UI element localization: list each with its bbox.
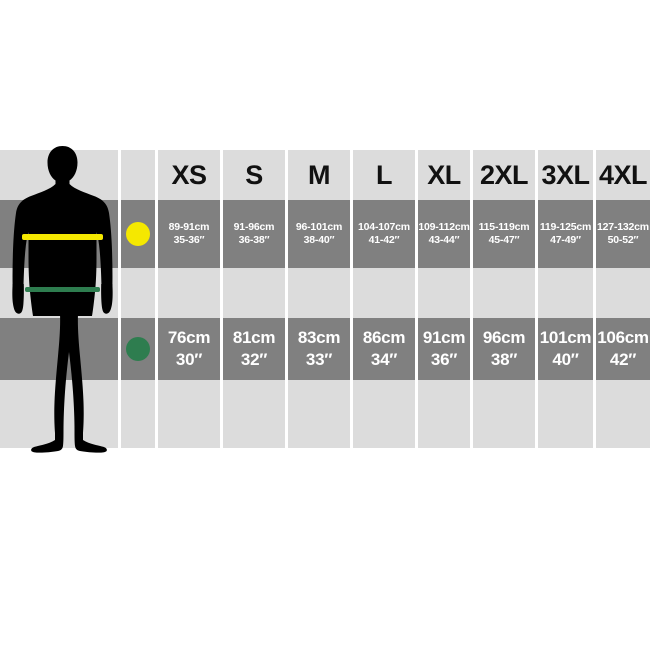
spacer-cell (353, 380, 415, 448)
spacer-cell (596, 380, 650, 448)
chest-cell-xs: 89-91cm 35-36″ (158, 200, 220, 268)
size-header-xs: XS (158, 150, 220, 200)
size-header-2xl: 2XL (473, 150, 535, 200)
chest-in: 50-52″ (607, 234, 639, 246)
chest-figure-cell (0, 200, 118, 268)
spacer-cell (473, 268, 535, 318)
size-header-label: M (308, 159, 331, 190)
chest-cell-2xl: 115-119cm 45-47″ (473, 200, 535, 268)
waist-cm: 96cm (482, 328, 526, 348)
size-header-label: XS (171, 159, 207, 190)
waist-cell-2xl: 96cm 38″ (473, 318, 535, 380)
spacer-figure-cell (0, 268, 118, 318)
waist-cm: 106cm (597, 328, 649, 348)
waist-cell-4xl: 106cm 42″ (596, 318, 650, 380)
size-header-label: 3XL (541, 159, 590, 190)
spacer-cell (223, 268, 285, 318)
spacer-figure-cell (0, 380, 118, 448)
waist-cell-l: 86cm 34″ (353, 318, 415, 380)
spacer-cell (538, 380, 593, 448)
chest-cell-3xl: 119-125cm 47-49″ (538, 200, 593, 268)
size-header-label: 4XL (598, 159, 648, 190)
header-icon-cell (121, 150, 155, 200)
green-dot-icon (126, 337, 150, 361)
chest-cm: 104-107cm (358, 220, 410, 233)
spacer-cell (418, 380, 470, 448)
waist-cm: 76cm (167, 328, 211, 348)
chest-in: 38-40″ (303, 234, 335, 246)
spacer-cell (158, 380, 220, 448)
size-header-label: S (245, 159, 263, 190)
chest-in: 36-38″ (238, 234, 270, 246)
waist-in: 34″ (370, 350, 398, 369)
size-header-row: XS S M L XL 2XL 3XL 4XL (0, 150, 650, 200)
chest-cm: 127-132cm (597, 220, 649, 233)
chest-marker-cell (121, 200, 155, 268)
waist-cell-xs: 76cm 30″ (158, 318, 220, 380)
chest-in: 41-42″ (368, 234, 400, 246)
spacer-row-middle (0, 268, 650, 318)
waist-in: 40″ (552, 350, 579, 369)
chest-cell-s: 91-96cm 36-38″ (223, 200, 285, 268)
spacer-cell (538, 268, 593, 318)
spacer-cell (418, 268, 470, 318)
waist-in: 30″ (175, 350, 203, 369)
size-header-l: L (353, 150, 415, 200)
waist-in: 36″ (430, 350, 458, 369)
waist-cm: 101cm (539, 328, 592, 348)
size-header-xl: XL (418, 150, 470, 200)
chest-in: 45-47″ (488, 234, 520, 246)
chest-cm: 119-125cm (539, 220, 592, 233)
spacer-icon-cell (121, 268, 155, 318)
chest-cm: 96-101cm (295, 220, 343, 233)
waist-in: 32″ (240, 350, 268, 369)
chest-cell-4xl: 127-132cm 50-52″ (596, 200, 650, 268)
size-header-m: M (288, 150, 350, 200)
waist-marker-cell (121, 318, 155, 380)
size-header-label: L (376, 159, 393, 190)
spacer-cell (223, 380, 285, 448)
chest-in: 47-49″ (550, 234, 581, 246)
spacer-cell (353, 268, 415, 318)
header-figure-cell (0, 150, 118, 200)
waist-figure-cell (0, 318, 118, 380)
chest-measurement-row: 89-91cm 35-36″ 91-96cm 36-38″ 96-101cm 38-4… (0, 200, 650, 268)
spacer-cell (473, 380, 535, 448)
waist-in: 33″ (305, 350, 333, 369)
yellow-dot-icon (126, 222, 150, 246)
chest-cm: 91-96cm (233, 220, 275, 233)
size-header-label: 2XL (479, 159, 529, 190)
chest-in: 43-44″ (428, 234, 460, 246)
spacer-cell (288, 268, 350, 318)
waist-cell-s: 81cm 32″ (223, 318, 285, 380)
waist-cell-xl: 91cm 36″ (418, 318, 470, 380)
size-header-s: S (223, 150, 285, 200)
waist-cm: 91cm (422, 328, 466, 348)
waist-cm: 83cm (297, 328, 341, 348)
chest-cm: 89-91cm (168, 220, 210, 233)
waist-measurement-row: 76cm 30″ 81cm 32″ 83cm 33″ 86cm 34″ 91cm 36″ … (0, 318, 650, 380)
waist-in: 38″ (490, 350, 518, 369)
spacer-cell (158, 268, 220, 318)
chest-cell-xl: 109-112cm 43-44″ (418, 200, 470, 268)
size-header-4xl: 4XL (596, 150, 650, 200)
chest-in: 35-36″ (173, 234, 205, 246)
waist-cm: 86cm (362, 328, 406, 348)
size-header-3xl: 3XL (538, 150, 593, 200)
spacer-row-bottom (0, 380, 650, 448)
waist-cell-3xl: 101cm 40″ (538, 318, 593, 380)
size-header-label: XL (427, 159, 461, 190)
waist-cm: 81cm (232, 328, 276, 348)
chest-cell-l: 104-107cm 41-42″ (353, 200, 415, 268)
chest-cm: 115-119cm (478, 220, 530, 233)
waist-in: 42″ (609, 350, 637, 369)
waist-cell-m: 83cm 33″ (288, 318, 350, 380)
chest-cell-m: 96-101cm 38-40″ (288, 200, 350, 268)
spacer-icon-cell (121, 380, 155, 448)
chest-cm: 109-112cm (418, 220, 470, 233)
spacer-cell (288, 380, 350, 448)
spacer-cell (596, 268, 650, 318)
